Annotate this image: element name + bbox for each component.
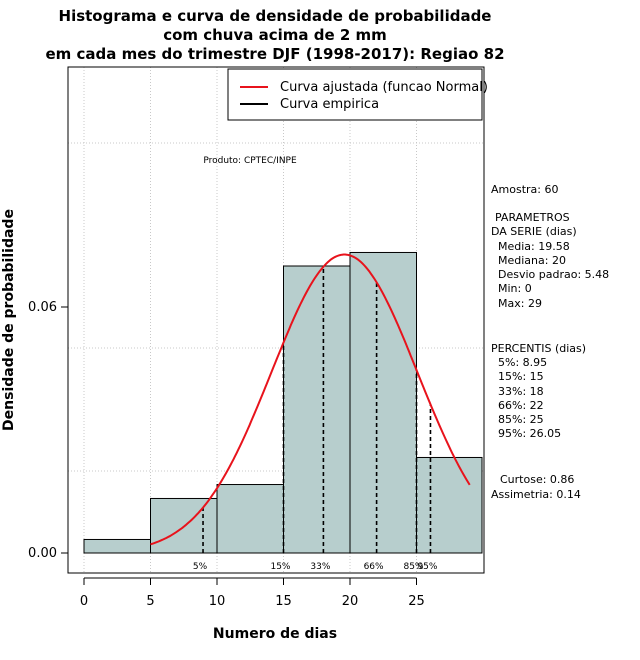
- histogram-bar: [349, 251, 417, 554]
- histogram-bar: [283, 265, 351, 554]
- x-tick-label: 10: [209, 594, 226, 609]
- params-title-1: PARAMETROS: [495, 211, 570, 224]
- percentis-title: PERCENTIS (dias): [491, 342, 586, 355]
- y-tick-label: 0.06: [28, 300, 57, 315]
- x-tick-label: 5: [146, 594, 154, 609]
- normal-curve-group: [150, 253, 471, 546]
- chart-title-line-1: Histograma e curva de densidade de proba…: [59, 7, 492, 25]
- pct-95: 95%: 26.05: [498, 427, 561, 440]
- stat-mediana: Mediana: 20: [498, 254, 566, 267]
- legend-box: [227, 68, 483, 121]
- stat-max: Max: 29: [498, 297, 542, 310]
- percentile-label: 95%: [417, 562, 437, 572]
- legend-label-empirical: Curva empirica: [280, 97, 379, 112]
- x-tick-label: 15: [275, 594, 292, 609]
- percentile-label: 66%: [364, 562, 384, 572]
- percentile-label: 85%: [403, 562, 423, 572]
- y-axis: 0.00 0.06: [28, 300, 69, 561]
- x-axis: 0 5 10 15 20 25: [80, 577, 425, 609]
- pct-15: 15%: 15: [498, 370, 544, 383]
- chart-title-line-3: em cada mes do trimestre DJF (1998-2017)…: [45, 45, 504, 63]
- percentile-label: 33%: [310, 562, 330, 572]
- pct-5: 5%: 8.95: [498, 356, 547, 369]
- x-tick-label: 25: [408, 594, 425, 609]
- stat-media: Media: 19.58: [498, 240, 570, 253]
- pct-66: 66%: 22: [498, 399, 544, 412]
- chart-title-line-2: com chuva acima de 2 mm: [163, 26, 387, 44]
- percentile-labels: 5% 15% 33% 66% 85%95%: [193, 562, 438, 572]
- stat-desvio: Desvio padrao: 5.48: [498, 268, 609, 281]
- percentile-label: 5%: [193, 562, 208, 572]
- product-annotation: Produto: CPTEC/INPE: [203, 156, 297, 166]
- percentile-lines: [202, 266, 432, 553]
- x-tick-label: 0: [80, 594, 88, 609]
- skewness: Assimetria: 0.14: [491, 488, 581, 501]
- histogram-bar: [216, 484, 284, 554]
- pct-85: 85%: 25: [498, 413, 544, 426]
- histogram-bar: [83, 538, 151, 554]
- kurtosis: Curtose: 0.86: [500, 473, 574, 486]
- percentile-label: 15%: [270, 562, 290, 572]
- statistics-panel: Amostra: 60 PARAMETROS DA SERIE (dias) M…: [491, 183, 609, 501]
- y-tick-label: 0.00: [28, 546, 57, 561]
- stat-min: Min: 0: [498, 282, 532, 295]
- legend-label-fitted: Curva ajustada (funcao Normal): [280, 80, 488, 95]
- histogram-bar: [416, 456, 483, 554]
- sample-size: Amostra: 60: [491, 183, 558, 196]
- legend: Curva ajustada (funcao Normal) Curva emp…: [227, 68, 488, 121]
- x-tick-label: 20: [342, 594, 359, 609]
- y-axis-title: Densidade de probabilidade: [1, 209, 17, 431]
- params-title-2: DA SERIE (dias): [491, 225, 577, 238]
- x-axis-title: Numero de dias: [213, 626, 337, 642]
- histogram-bars: [83, 251, 483, 554]
- normal-curve: [150, 253, 471, 546]
- pct-33: 33%: 18: [498, 385, 544, 398]
